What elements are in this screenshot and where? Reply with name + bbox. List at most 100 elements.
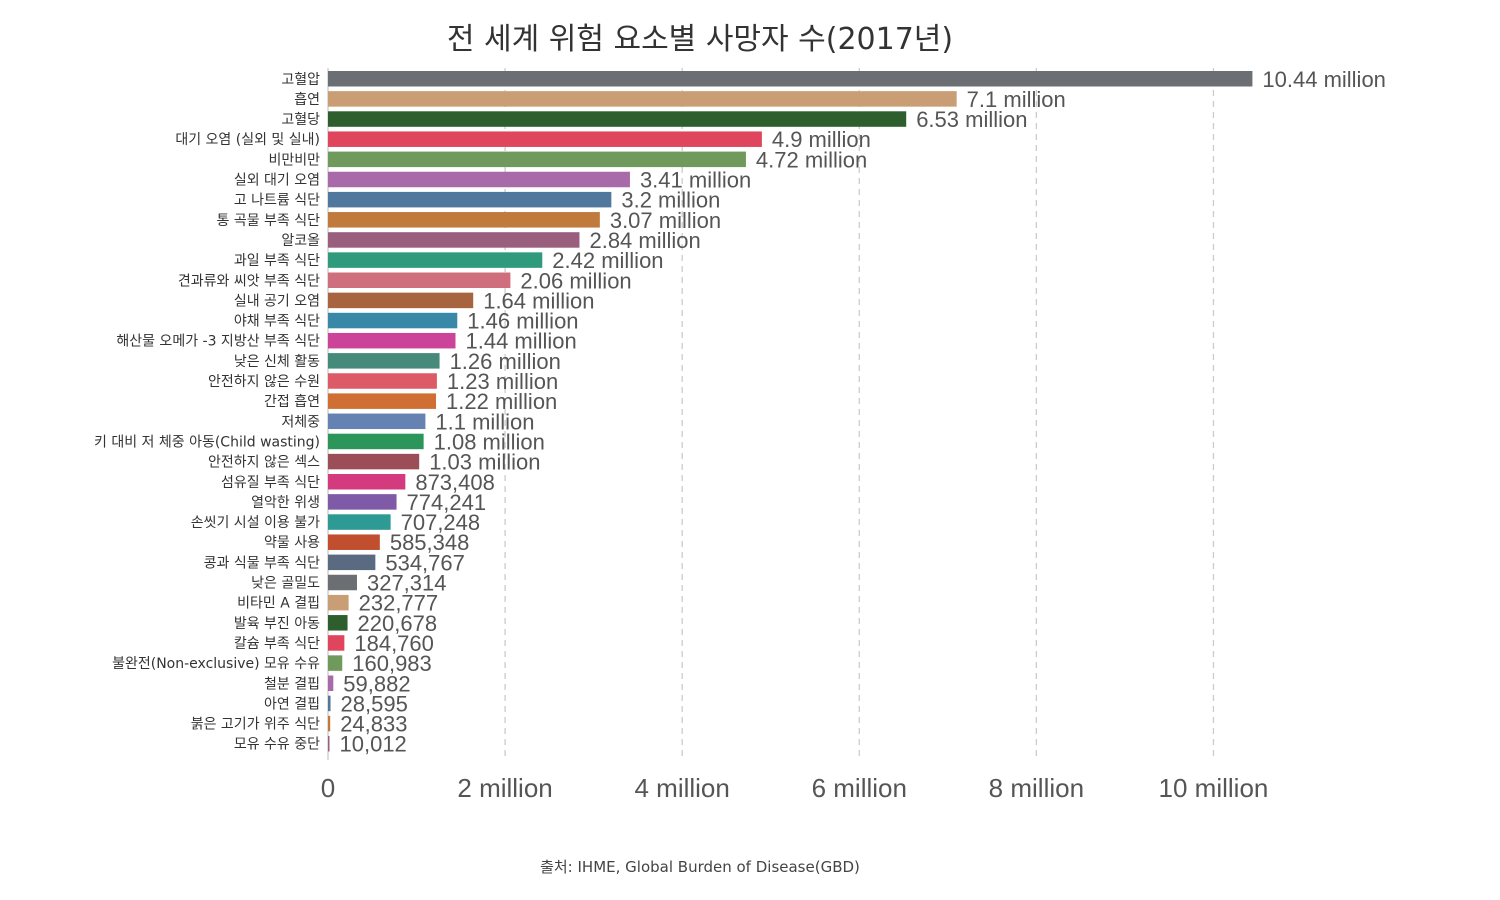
bar [328,615,348,631]
bar [328,715,331,732]
bar [328,353,440,369]
category-label: 낮은 골밀도 [251,576,320,592]
value-label: 2.84 million [589,228,700,253]
bar [328,171,630,188]
bar [328,272,511,288]
value-label: 160,983 [352,651,432,676]
bar [328,393,437,409]
bar [328,453,420,470]
category-label: 콩과 식물 부족 식단 [204,555,321,571]
bar [328,312,458,329]
value-label: 707,248 [401,510,481,535]
value-label: 1.03 million [429,450,540,475]
bar [328,292,474,309]
bar [328,695,331,712]
category-label: 섬유질 부족 식단 [221,475,320,491]
value-label: 1.08 million [434,429,545,454]
value-label: 774,241 [407,490,487,515]
x-tick-label: 2 million [457,773,552,803]
bar [328,494,397,510]
category-label: 안전하지 않은 수원 [208,374,320,390]
value-label: 59,882 [343,671,410,696]
bar [328,232,580,248]
bar [328,332,456,349]
value-label: 3.2 million [621,188,720,213]
bar [328,71,1253,87]
bar [328,594,349,611]
value-label: 873,408 [415,470,495,495]
value-label: 4.72 million [756,147,867,172]
value-label: 1.26 million [450,349,561,374]
category-label: 열악한 위생 [251,495,320,511]
bar [328,212,600,228]
value-label: 534,767 [385,550,465,575]
category-label: 견과류와 씨앗 부족 식단 [178,273,320,289]
bar [328,91,957,107]
value-label: 1.46 million [467,309,578,334]
category-label: 고혈압 [281,72,320,88]
bar [328,574,357,591]
category-label: 저체중 [281,414,320,430]
value-label: 3.07 million [610,208,721,233]
x-tick-label: 4 million [634,773,729,803]
category-label: 과일 부족 식단 [234,253,320,269]
value-label: 2.06 million [520,268,631,293]
category-label: 약물 사용 [264,535,320,551]
category-label: 실외 대기 오염 [234,173,320,189]
value-label: 1.22 million [446,389,557,414]
value-label: 3.41 million [640,168,751,193]
value-label: 327,314 [367,571,447,596]
bar [328,554,376,571]
category-label: 안전하지 않은 섹스 [208,455,320,471]
category-label: 모유 수유 중단 [234,737,320,753]
category-label: 알코올 [281,233,320,249]
category-label: 붉은 고기가 위주 식단 [191,717,320,733]
bar [328,413,426,430]
bar [328,514,391,530]
x-tick-label: 8 million [989,773,1084,803]
value-label: 28,595 [341,691,408,716]
value-label: 2.42 million [552,248,663,273]
value-label: 1.64 million [483,288,594,313]
x-axis-ticks: 0 2 million 4 million 6 million 8 million 10 … [321,773,1269,803]
category-label: 야채 부족 식단 [234,314,320,330]
value-label: 220,678 [358,611,438,636]
bar [328,151,746,168]
bar [328,735,330,752]
value-label: 4.9 million [772,127,871,152]
value-label: 1.1 million [435,409,534,434]
value-label: 184,760 [354,631,434,656]
bar [328,534,380,550]
category-label: 키 대비 저 체중 아동(Child wasting) [94,434,320,450]
bar [328,131,762,147]
category-label: 낮은 신체 활동 [234,354,320,370]
category-label: 비만비만 [268,152,320,168]
bar [328,191,612,208]
category-label: 아연 결핍 [264,696,320,712]
bar [328,675,334,691]
value-label: 10.44 million [1262,67,1386,92]
chart-source: 출처: IHME, Global Burden of Disease(GBD) [540,858,860,876]
category-label: 고혈당 [281,112,320,128]
category-label: 흡연 [294,92,320,108]
value-label: 585,348 [390,530,470,555]
bar [328,111,907,127]
category-label: 해산물 오메가 -3 지방산 부족 식단 [116,334,320,350]
bar [328,655,343,671]
category-label: 철분 결핍 [264,676,320,692]
value-label: 10,012 [340,732,407,757]
bar [328,635,345,651]
value-label: 1.23 million [447,369,558,394]
category-label: 비타민 A 결핍 [237,596,320,612]
bar [328,373,437,389]
category-label: 발육 부진 아동 [234,616,320,632]
category-label: 불완전(Non-exclusive) 모유 수유 [112,656,320,672]
category-label: 고 나트륨 식단 [234,193,320,209]
value-label: 24,833 [340,712,407,737]
value-label: 6.53 million [916,107,1027,132]
category-label: 대기 오염 (실외 및 실내) [175,132,320,148]
bar-layer [328,71,1253,752]
bar [328,252,543,268]
category-label: 통 곡물 부족 식단 [216,213,320,229]
